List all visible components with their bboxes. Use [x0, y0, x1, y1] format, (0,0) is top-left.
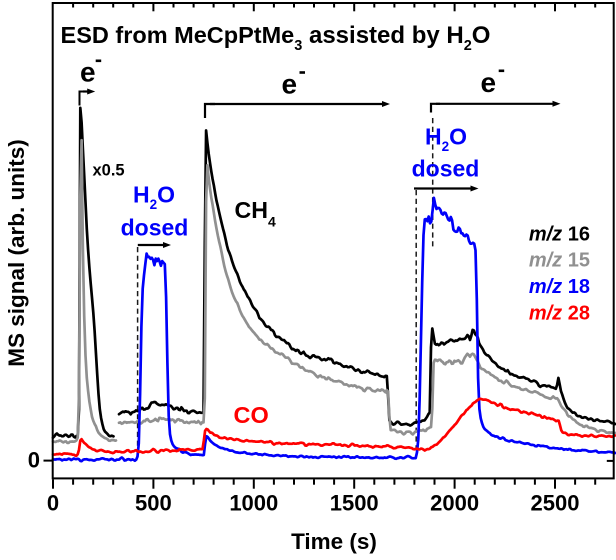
svg-text:1000: 1000	[229, 491, 278, 516]
svg-text:m/z 18: m/z 18	[529, 276, 590, 298]
svg-text:m/z 28: m/z 28	[529, 303, 590, 325]
svg-text:2500: 2500	[531, 491, 580, 516]
svg-text:1500: 1500	[330, 491, 379, 516]
svg-text:500: 500	[135, 491, 172, 516]
svg-text:e: e	[282, 69, 298, 100]
svg-text:0: 0	[28, 448, 40, 473]
svg-text:H2O: H2O	[425, 124, 467, 155]
svg-text:2000: 2000	[430, 491, 479, 516]
svg-text:Time (s): Time (s)	[291, 529, 377, 554]
svg-text:e: e	[80, 57, 96, 88]
svg-text:CO: CO	[234, 402, 269, 428]
svg-text:m/z 15: m/z 15	[529, 249, 590, 271]
svg-text:dosed: dosed	[412, 156, 480, 182]
svg-text:0: 0	[47, 491, 59, 516]
svg-text:dosed: dosed	[121, 215, 189, 241]
svg-text:e: e	[481, 67, 497, 98]
svg-text:x0.5: x0.5	[93, 162, 125, 180]
svg-text:MS signal (arb. units): MS signal (arb. units)	[4, 139, 29, 367]
svg-text:m/z 16: m/z 16	[529, 224, 590, 246]
